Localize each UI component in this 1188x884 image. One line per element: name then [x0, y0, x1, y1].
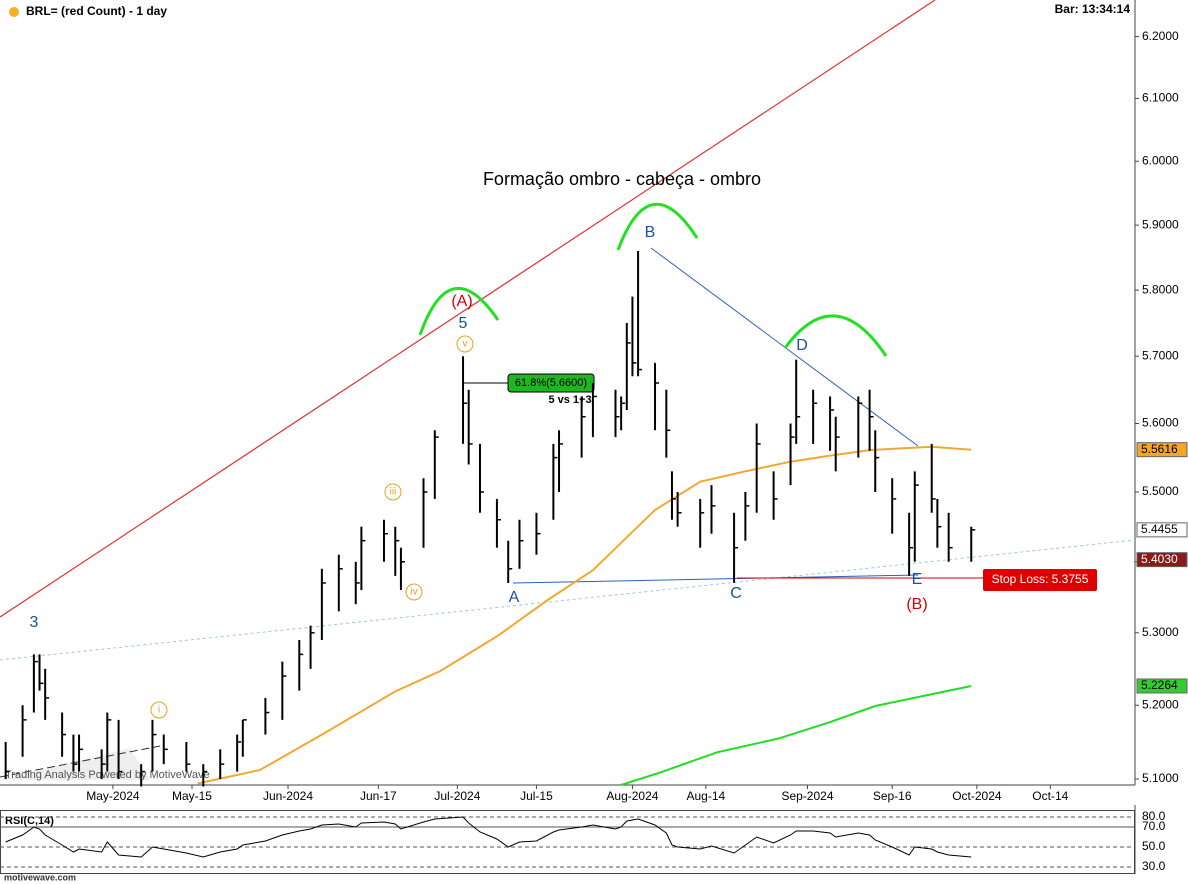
chart-title: BRL= (red Count) - 1 day [26, 4, 167, 18]
x-tick-label: Oct-14 [1032, 789, 1068, 803]
watermark: Trading Analysis Powered by MotiveWave [5, 769, 210, 781]
y-tick-label: 5.6000 [1142, 416, 1179, 430]
y-tick-label: 6.2000 [1142, 29, 1179, 43]
y-tick-label: 5.1000 [1142, 771, 1179, 785]
rsi-tick-label: 30.0 [1142, 859, 1166, 873]
price-label: 5.5616 [1141, 442, 1178, 456]
x-tick-label: Sep-2024 [781, 789, 833, 803]
roman-circle [456, 335, 474, 353]
shoulder-arc [418, 287, 500, 336]
moving-average [620, 685, 972, 786]
roman-label: v [463, 339, 468, 350]
fib-note: 5 vs 1+3 [548, 394, 591, 406]
dotted-trendline [0, 539, 1136, 661]
rsi-title: RSI(C,14) [5, 815, 54, 827]
x-tick-label: Oct-2024 [952, 789, 1002, 803]
price-label-box [1136, 552, 1188, 568]
head-arc [616, 202, 699, 251]
roman-label: iii [390, 487, 397, 498]
price-label-box [1136, 522, 1188, 538]
wave-label: C [730, 585, 742, 602]
rsi-tick-label: 80.0 [1142, 809, 1166, 823]
wave-label: (A) [451, 293, 472, 310]
footer: motivewave.com [4, 872, 76, 882]
x-tick-label: Jun-17 [360, 789, 397, 803]
pattern-title: Formação ombro - cabeça - ombro [483, 169, 761, 189]
x-tick-label: May-2024 [86, 789, 140, 803]
price-label-box [1136, 442, 1188, 458]
moving-average [197, 445, 972, 785]
roman-circle [384, 483, 402, 501]
stop-loss-box [983, 569, 1097, 591]
y-tick-label: 6.1000 [1142, 91, 1179, 105]
fib-box [507, 373, 595, 393]
x-tick-label: Jun-2024 [263, 789, 313, 803]
y-tick-label: 5.3000 [1142, 625, 1179, 639]
price-label: 5.4455 [1141, 522, 1178, 536]
status-dot [9, 7, 19, 17]
roman-label: iv [410, 587, 417, 598]
dashed-trendline [0, 745, 161, 778]
shoulder-arc [783, 314, 888, 357]
wave-label: 5 [459, 315, 468, 332]
rsi-line [5, 816, 972, 858]
y-tick-label: 5.5000 [1142, 484, 1179, 498]
red-trendline [0, 0, 936, 618]
roman-circle [150, 701, 168, 719]
price-label: 5.4030 [1141, 552, 1178, 566]
x-tick-label: Aug-2024 [606, 789, 658, 803]
wave-label: (B) [906, 596, 927, 613]
wave-label: 3 [30, 614, 39, 631]
y-tick-label: 5.7000 [1142, 348, 1179, 362]
y-tick-label: 5.2000 [1142, 697, 1179, 711]
x-tick-label: Jul-15 [520, 789, 553, 803]
y-tick-label: 5.8000 [1142, 282, 1179, 296]
price-label-box [1136, 678, 1188, 694]
wave-label: E [912, 571, 923, 588]
x-tick-label: Sep-16 [873, 789, 912, 803]
bar-time: Bar: 13:34:14 [1055, 2, 1131, 16]
roman-circle [405, 583, 423, 601]
roman-label: i [158, 705, 160, 716]
rsi-tick-label: 50.0 [1142, 839, 1166, 853]
x-tick-label: May-15 [172, 789, 212, 803]
fib-label: 61.8%(5.6600) [515, 377, 587, 389]
stop-loss-label: Stop Loss: 5.3755 [992, 572, 1089, 586]
wave-label: D [796, 337, 808, 354]
wave-label: B [645, 224, 656, 241]
price-label: 5.2264 [1141, 678, 1178, 692]
a-c-line [512, 574, 919, 584]
x-tick-label: Jul-2024 [434, 789, 480, 803]
wave-label: A [509, 589, 520, 606]
y-tick-label: 5.9000 [1142, 217, 1179, 231]
rsi-tick-label: 70.0 [1142, 819, 1166, 833]
x-tick-label: Aug-14 [686, 789, 725, 803]
y-tick-label: 6.0000 [1142, 153, 1179, 167]
